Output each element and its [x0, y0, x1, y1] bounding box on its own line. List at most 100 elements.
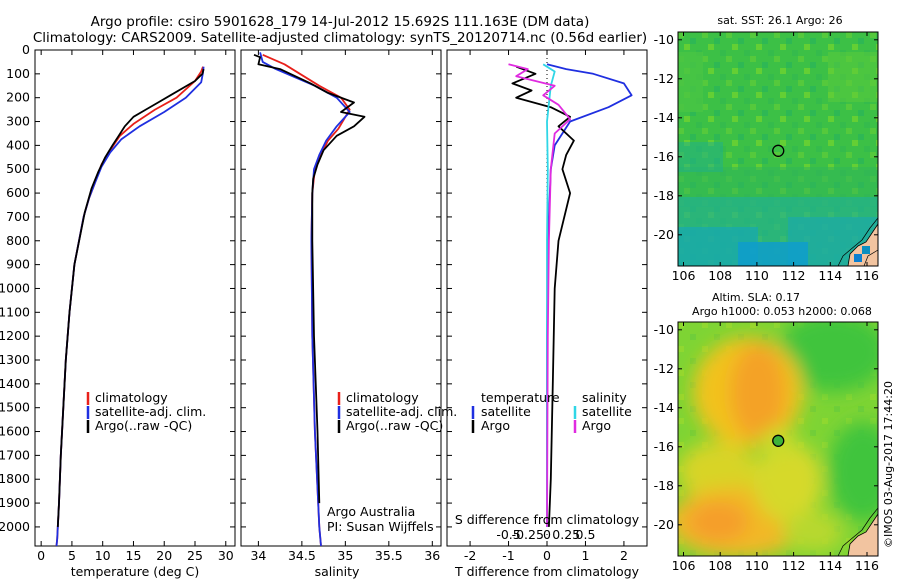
depth-tick-label: 200 [6, 90, 30, 105]
sla-map-subtitle: Argo h1000: 0.053 h2000: 0.068 [692, 305, 872, 318]
sla-map-ticks: 106 108 110 112 114 116 -10 -12 -14 -16 -18 -20 [654, 322, 879, 573]
series-line-climatology [262, 53, 351, 546]
sst-map: sat. SST: 26.1 Argo: 26 106 108 110 112 114 1… [654, 14, 879, 283]
legend-title-salinity: salinity [582, 390, 627, 405]
depth-tick-label: 300 [6, 114, 30, 129]
map-x-tick-label: 106 [672, 558, 696, 573]
t-diff-axis-label: T difference from climatology [454, 564, 640, 579]
series-line-argo-raw-qc- [253, 53, 366, 504]
depth-tick-label: 1900 [0, 495, 30, 510]
map-y-tick-label: -16 [654, 149, 674, 164]
depth-tick-label: 2000 [0, 519, 30, 534]
depth-tick-label: 500 [6, 161, 30, 176]
map-x-tick-label: 108 [708, 268, 732, 283]
s-tick-label: 0.25 [552, 527, 580, 542]
salinity-axis-label: salinity [315, 564, 360, 579]
map-y-tick-label: -14 [654, 110, 674, 125]
sst-map-ticks: 106 108 110 112 114 116 -10 -12 -14 -16 -18 -20 [654, 32, 879, 283]
x-tick-label: 30 [218, 548, 234, 563]
x-tick-label: 2 [620, 548, 628, 563]
map-y-tick-label: -12 [654, 361, 674, 376]
pi-note: PI: Susan Wijffels [327, 519, 434, 534]
x-tick-label: 1 [581, 548, 589, 563]
map-x-tick-label: 108 [708, 558, 732, 573]
series-line-t-argo [511, 65, 575, 527]
depth-tick-label: 1200 [0, 328, 30, 343]
sla-map-image [678, 322, 878, 556]
figure-title-line2: Climatology: CARS2009. Satellite-adjuste… [33, 30, 647, 46]
legend-label-satellite: satellite-adj. clim. [346, 404, 457, 419]
series-line-climatology [55, 66, 204, 546]
s-tick-label: -0.25 [512, 527, 544, 542]
map-x-tick-label: 112 [782, 558, 806, 573]
temperature-legend: climatology satellite-adj. clim. Argo(..… [86, 390, 206, 433]
series-line-s-argo [508, 63, 571, 527]
legend-label-climatology: climatology [346, 390, 419, 405]
series-line-satellite-adj-clim- [259, 52, 351, 546]
argo-australia-note: Argo Australia [327, 504, 415, 519]
map-x-tick-label: 116 [855, 558, 879, 573]
x-tick-label: 34 [250, 548, 266, 563]
x-tick-label: 36 [424, 548, 440, 563]
depth-tick-label: 1600 [0, 424, 30, 439]
x-tick-label: -2 [464, 548, 476, 563]
s-tick-label: 0.5 [576, 527, 596, 542]
depth-tick-label: 1000 [0, 280, 30, 295]
x-tick-label: 5 [68, 548, 76, 563]
map-x-tick-label: 110 [745, 558, 769, 573]
map-y-tick-label: -20 [654, 517, 674, 532]
temperature-plot-frame [34, 49, 236, 547]
sst-map-frame [677, 31, 879, 267]
s-diff-axis-ticks: -0.5-0.2500.250.5 [496, 527, 595, 542]
depth-tick-label: 800 [6, 233, 30, 248]
depth-tick-label: 100 [6, 66, 30, 81]
series-line-argo-raw-qc- [56, 68, 205, 527]
legend-label-argo: Argo(..raw -QC) [95, 418, 192, 433]
legend-label-satellite: satellite-adj. clim. [95, 404, 206, 419]
series-line-t-satellite [546, 63, 633, 527]
x-tick-label: 35.5 [375, 548, 403, 563]
map-y-tick-label: -14 [654, 400, 674, 415]
depth-tick-label: 400 [6, 137, 30, 152]
depth-tick-label: 0 [22, 42, 30, 57]
temperature-series [55, 66, 205, 546]
map-x-tick-label: 112 [782, 268, 806, 283]
depth-tick-label: 1100 [0, 304, 30, 319]
x-tick-label: 15 [126, 548, 142, 563]
depth-tick-label: 1300 [0, 352, 30, 367]
argo-location-marker [772, 434, 785, 447]
depth-tick-label: 900 [6, 257, 30, 272]
legend-label-t-satellite: satellite [481, 404, 531, 419]
sla-map-title: Altim. SLA: 0.17 [712, 291, 800, 304]
x-tick-label: 0 [37, 548, 45, 563]
depth-tick-label: 1400 [0, 376, 30, 391]
map-y-tick-label: -16 [654, 439, 674, 454]
s-diff-axis-label: S difference from climatology [455, 512, 640, 527]
depth-tick-label: 700 [6, 209, 30, 224]
sla-map-frame [677, 321, 879, 557]
x-tick-label: 0 [543, 548, 551, 563]
map-y-tick-label: -20 [654, 227, 674, 242]
legend-label-t-argo: Argo [481, 418, 510, 433]
depth-tick-label: 1800 [0, 471, 30, 486]
s-tick-label: -0.5 [496, 527, 520, 542]
map-x-tick-label: 114 [818, 268, 842, 283]
depth-tick-label: 600 [6, 185, 30, 200]
salinity-legend: climatology satellite-adj. clim. Argo(..… [327, 390, 457, 534]
depth-axis-labels: 0 100 200 300 400 500 600 700 800 900 1000 1100 1200… [0, 42, 647, 534]
imos-timestamp: ©IMOS 03-Aug-2017 17:44:20 [882, 381, 895, 548]
argo-location-marker [772, 144, 785, 157]
depth-tick-label: 1500 [0, 400, 30, 415]
legend-label-s-argo: Argo [582, 418, 611, 433]
map-y-tick-label: -10 [654, 322, 674, 337]
salinity-series [253, 52, 366, 546]
salinity-plot-frame [240, 49, 442, 547]
map-x-tick-label: 106 [672, 268, 696, 283]
legend-label-argo: Argo(..raw -QC) [346, 418, 443, 433]
difference-legend: temperature salinity satellite Argo sate… [471, 390, 632, 433]
map-x-tick-label: 116 [855, 268, 879, 283]
temperature-axis-label: temperature (deg C) [71, 564, 200, 579]
sst-map-image [678, 32, 878, 266]
map-y-tick-label: -18 [654, 478, 674, 493]
map-y-tick-label: -18 [654, 188, 674, 203]
